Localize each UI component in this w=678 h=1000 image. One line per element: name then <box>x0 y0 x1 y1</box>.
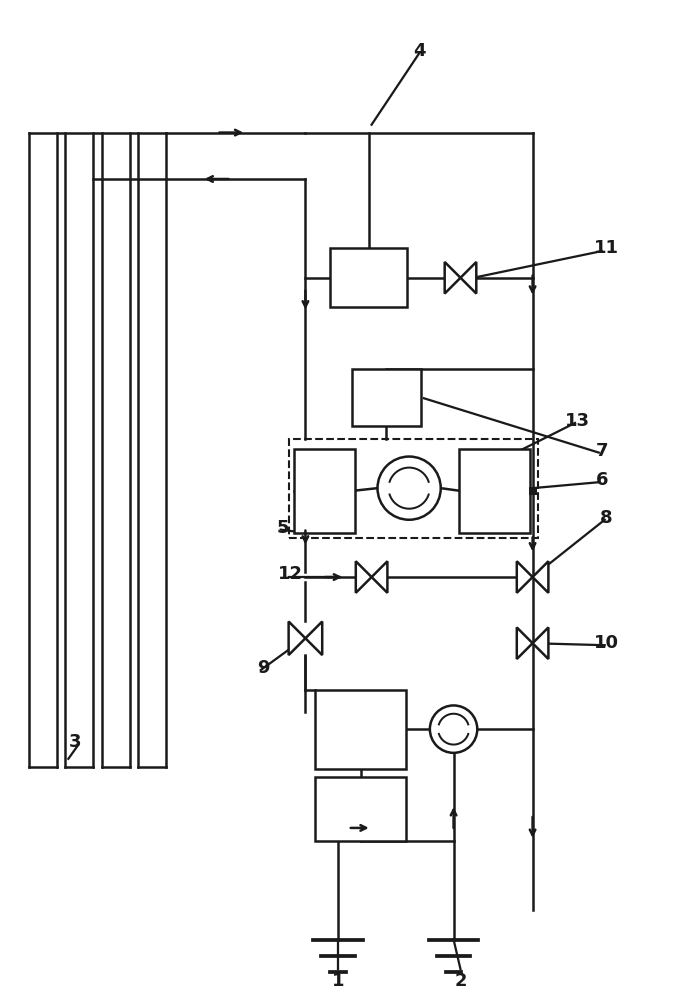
Polygon shape <box>517 627 533 659</box>
Bar <box>315 777 406 841</box>
Polygon shape <box>305 621 322 655</box>
Bar <box>352 369 421 426</box>
Text: 7: 7 <box>595 442 608 460</box>
Polygon shape <box>356 561 372 593</box>
Text: 4: 4 <box>413 42 425 60</box>
Circle shape <box>430 705 477 753</box>
Polygon shape <box>517 561 533 593</box>
Text: 13: 13 <box>565 412 590 430</box>
Bar <box>529 487 536 495</box>
Circle shape <box>378 457 441 520</box>
Text: 5: 5 <box>277 519 289 537</box>
Text: 8: 8 <box>600 509 613 527</box>
Text: 12: 12 <box>278 565 303 583</box>
Text: 6: 6 <box>595 471 608 489</box>
Polygon shape <box>460 262 476 294</box>
Bar <box>458 449 530 533</box>
Polygon shape <box>445 262 460 294</box>
Polygon shape <box>289 621 305 655</box>
Text: 10: 10 <box>594 634 619 652</box>
Bar <box>294 449 355 533</box>
Bar <box>289 439 538 538</box>
Polygon shape <box>533 627 549 659</box>
Text: 2: 2 <box>454 972 466 990</box>
Polygon shape <box>372 561 387 593</box>
Bar <box>315 690 406 769</box>
Bar <box>330 248 407 307</box>
Polygon shape <box>533 561 549 593</box>
Text: 3: 3 <box>69 733 81 751</box>
Text: 11: 11 <box>594 239 619 257</box>
Text: 9: 9 <box>257 659 269 677</box>
Text: 1: 1 <box>332 972 344 990</box>
